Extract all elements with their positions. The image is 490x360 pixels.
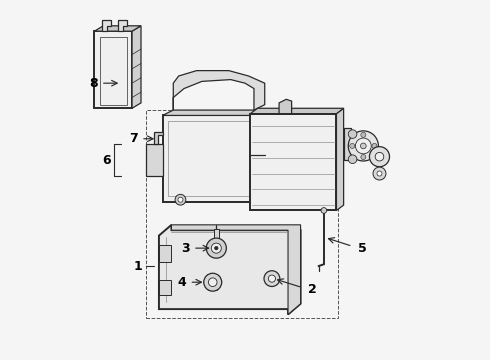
Circle shape bbox=[178, 197, 183, 202]
Text: 1: 1 bbox=[134, 260, 143, 273]
Circle shape bbox=[348, 130, 357, 138]
Circle shape bbox=[375, 152, 384, 161]
Polygon shape bbox=[95, 31, 132, 108]
Polygon shape bbox=[159, 280, 171, 295]
Polygon shape bbox=[163, 116, 254, 202]
Polygon shape bbox=[132, 26, 141, 108]
Polygon shape bbox=[163, 110, 265, 116]
Circle shape bbox=[373, 167, 386, 180]
Circle shape bbox=[269, 275, 275, 282]
Polygon shape bbox=[159, 244, 171, 262]
Text: 3: 3 bbox=[181, 242, 190, 255]
Bar bbox=[214, 229, 219, 239]
Polygon shape bbox=[159, 225, 300, 315]
Circle shape bbox=[206, 238, 226, 258]
Text: 7: 7 bbox=[129, 132, 137, 145]
Text: 8: 8 bbox=[89, 77, 98, 90]
Circle shape bbox=[211, 243, 221, 253]
Circle shape bbox=[372, 143, 377, 148]
Circle shape bbox=[175, 194, 186, 205]
Bar bbox=[147, 110, 338, 318]
Text: 2: 2 bbox=[308, 283, 317, 296]
Circle shape bbox=[355, 138, 371, 154]
Circle shape bbox=[348, 155, 357, 163]
Text: 5: 5 bbox=[358, 242, 367, 255]
Polygon shape bbox=[153, 132, 163, 144]
Polygon shape bbox=[337, 108, 343, 211]
Circle shape bbox=[361, 132, 366, 137]
Circle shape bbox=[377, 171, 382, 176]
Bar bbox=[168, 121, 248, 196]
Circle shape bbox=[350, 143, 355, 148]
Bar bbox=[100, 37, 126, 105]
Text: 4: 4 bbox=[177, 276, 186, 289]
Circle shape bbox=[348, 131, 378, 161]
Polygon shape bbox=[279, 99, 292, 114]
Polygon shape bbox=[343, 128, 351, 160]
Polygon shape bbox=[250, 108, 343, 114]
Polygon shape bbox=[172, 225, 300, 315]
Circle shape bbox=[264, 271, 280, 287]
Circle shape bbox=[215, 246, 218, 250]
Circle shape bbox=[369, 147, 390, 167]
Polygon shape bbox=[173, 71, 265, 110]
Circle shape bbox=[204, 273, 221, 291]
Circle shape bbox=[361, 154, 366, 159]
Polygon shape bbox=[147, 144, 163, 176]
Circle shape bbox=[361, 143, 366, 149]
Circle shape bbox=[208, 278, 217, 287]
Circle shape bbox=[321, 208, 327, 213]
Polygon shape bbox=[95, 26, 141, 31]
Polygon shape bbox=[254, 110, 265, 202]
Polygon shape bbox=[118, 21, 126, 31]
Polygon shape bbox=[250, 114, 337, 211]
Text: 6: 6 bbox=[102, 154, 111, 167]
Polygon shape bbox=[101, 21, 111, 31]
